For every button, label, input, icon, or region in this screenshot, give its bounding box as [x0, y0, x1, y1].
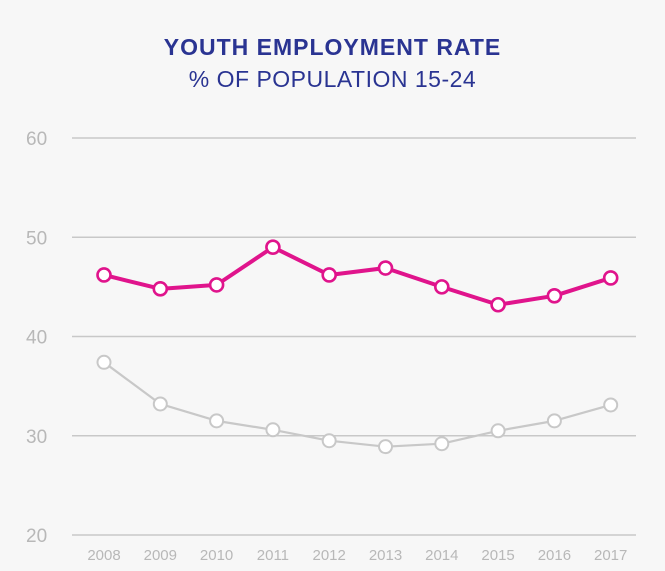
y-tick-label-60: 60: [26, 129, 47, 150]
series-1-point-2016: [546, 288, 563, 304]
series-2-line: [103, 361, 611, 448]
series-2-point-2010: [209, 413, 225, 429]
series-1-point-2015: [490, 296, 506, 313]
series-1-line: [103, 245, 612, 307]
series-1-point-2009: [152, 281, 169, 297]
series-2-point-2016: [546, 413, 562, 429]
x-tick-label-2012: 2012: [313, 547, 346, 564]
series-2-point-2013: [378, 439, 393, 455]
chart-title: YOUTH EMPLOYMENT RATE: [163, 34, 502, 60]
y-tick-label-40: 40: [26, 328, 47, 349]
series-2-point-2009: [152, 396, 168, 412]
x-tick-label-2014: 2014: [425, 547, 458, 564]
x-tick-label-2013: 2013: [369, 547, 402, 564]
series-2-point-2014: [434, 436, 450, 452]
series-1-point-2013: [377, 260, 394, 276]
y-tick-label-20: 20: [26, 526, 47, 547]
x-tick-label-2011: 2011: [257, 547, 289, 564]
x-tick-label-2017: 2017: [594, 547, 627, 564]
series-2-point-2017: [603, 397, 619, 413]
series-1-point-2011: [265, 239, 281, 255]
x-tick-label-2015: 2015: [481, 547, 514, 564]
series-2-point-2011: [265, 422, 281, 438]
x-axis-ticks: 2008 2009 2010 2011 2012 2013 2014 2015 2016 2017: [87, 547, 627, 564]
x-tick-label-2016: 2016: [538, 547, 571, 564]
series-2-point-2008: [96, 354, 112, 370]
x-tick-label-2009: 2009: [144, 547, 177, 564]
series-2-point-2015: [490, 423, 506, 439]
chart-subtitle: % OF POPULATION 15-24: [188, 66, 477, 92]
series-layer: [96, 239, 619, 455]
series-1-point-2008: [96, 267, 112, 283]
y-tick-label-50: 50: [26, 228, 47, 249]
series-2-point-2012: [321, 433, 337, 449]
gridlines: [72, 137, 636, 536]
x-tick-label-2008: 2008: [87, 547, 120, 564]
y-axis-ticks: 20 30 40 50 60: [26, 129, 47, 547]
series-1-point-2012: [321, 267, 338, 283]
series-1-point-2017: [602, 270, 619, 286]
series-1-point-2010: [208, 277, 225, 293]
series-1-point-2014: [433, 279, 450, 295]
x-tick-label-2010: 2010: [200, 547, 233, 564]
y-tick-label-30: 30: [26, 427, 47, 448]
